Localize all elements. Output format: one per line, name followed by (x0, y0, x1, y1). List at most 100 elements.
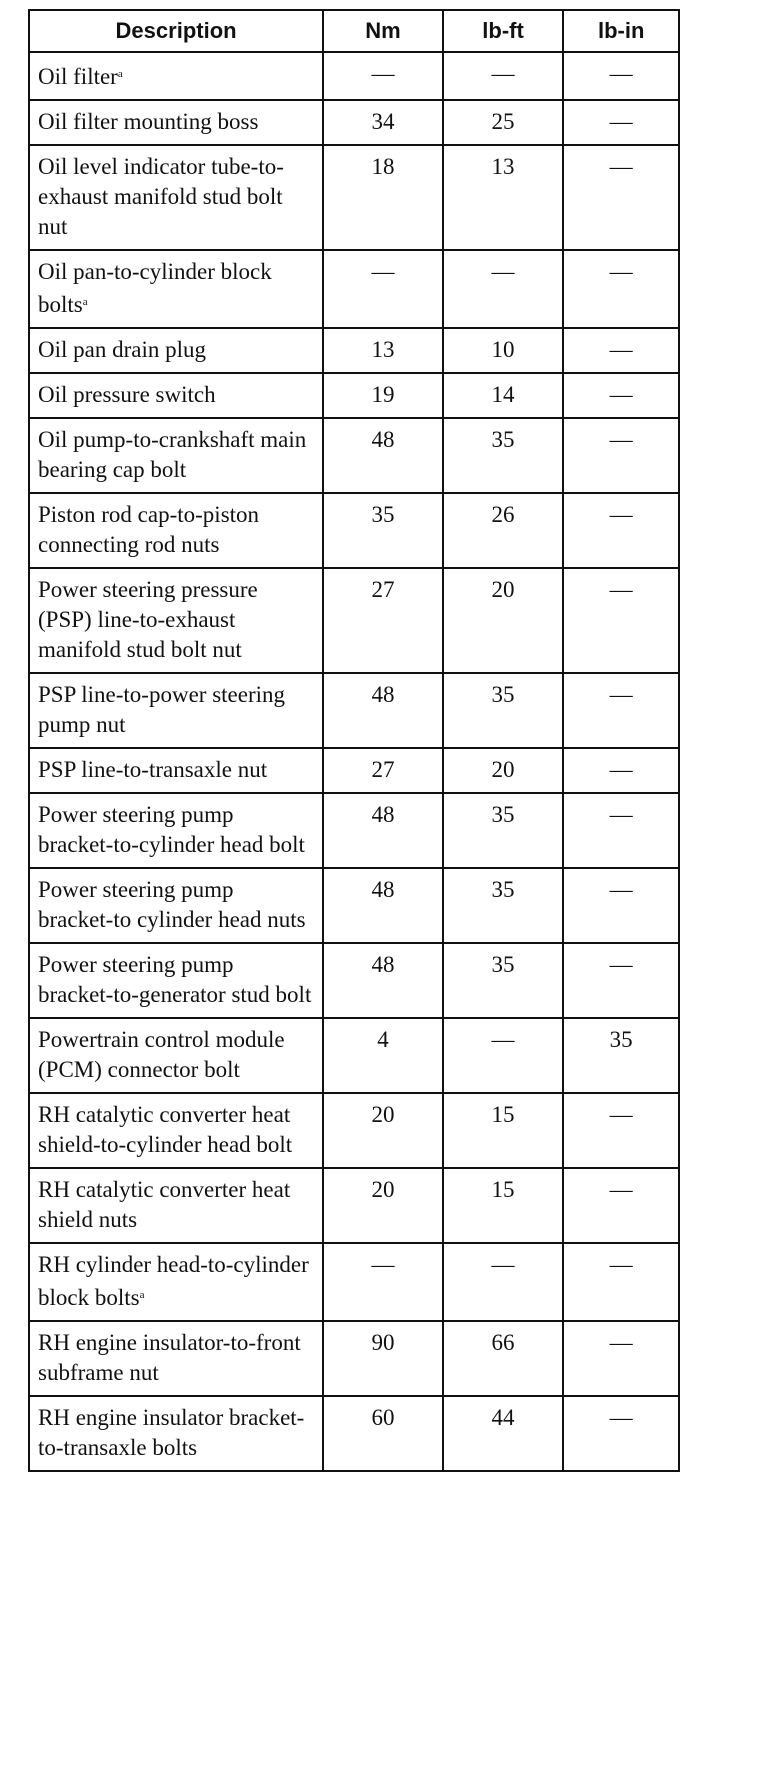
cell-description: RH catalytic converter heat shield-to-cy… (27, 1092, 325, 1169)
cell-lbft: 66 (441, 1320, 565, 1397)
cell-lbin: — (562, 372, 680, 419)
cell-lbft: 35 (441, 792, 565, 869)
cell-lbft: 10 (441, 327, 565, 374)
description-text: Power steering pump bracket-to-cylinder … (38, 802, 305, 857)
cell-nm: 48 (322, 672, 444, 749)
description-text: Oil level indicator tube-to-exhaust mani… (38, 154, 284, 239)
cell-nm: 20 (322, 1092, 444, 1169)
table-row: Power steering pump bracket-to-cylinder … (27, 792, 680, 869)
cell-lbin: — (562, 867, 680, 944)
cell-nm: 34 (322, 99, 444, 146)
cell-lbin: — (562, 144, 680, 251)
description-text: Power steering pump bracket-to-generator… (38, 952, 312, 1007)
cell-nm: 4 (322, 1017, 444, 1094)
cell-lbft: 20 (441, 747, 565, 794)
cell-lbin: — (562, 492, 680, 569)
cell-lbft: 20 (441, 567, 565, 674)
cell-lbin: 35 (562, 1017, 680, 1094)
cell-lbft: 44 (441, 1395, 565, 1472)
cell-lbin: — (562, 567, 680, 674)
header-description: Description (27, 9, 325, 53)
header-lbft: lb-ft (441, 9, 565, 53)
description-text: RH engine insulator-to-front subframe nu… (38, 1330, 301, 1385)
cell-lbft: 35 (441, 417, 565, 494)
cell-description: Oil pan drain plug (27, 327, 325, 374)
description-text: RH engine insulator bracket-to-transaxle… (38, 1405, 305, 1460)
cell-lbft: 35 (441, 672, 565, 749)
description-text: RH cylinder head-to-cylinder block bolts (38, 1252, 309, 1310)
cell-lbft: 35 (441, 867, 565, 944)
cell-description: Power steering pump bracket-to-cylinder … (27, 792, 325, 869)
cell-lbft: 13 (441, 144, 565, 251)
header-nm: Nm (322, 9, 444, 53)
table-row: Oil pump-to-crankshaft main bearing cap … (27, 417, 680, 494)
cell-nm: — (322, 249, 444, 329)
footnote-marker: a (117, 68, 123, 80)
description-text: Oil pan-to-cylinder block bolts (38, 259, 272, 317)
footnote-marker: a (139, 1289, 145, 1301)
table-row: RH engine insulator-to-front subframe nu… (27, 1320, 680, 1397)
cell-lbin: — (562, 1242, 680, 1322)
cell-lbin: — (562, 327, 680, 374)
cell-lbft: 25 (441, 99, 565, 146)
cell-description: Piston rod cap-to-piston connecting rod … (27, 492, 325, 569)
cell-description: Power steering pump bracket-to-generator… (27, 942, 325, 1019)
cell-lbin: — (562, 417, 680, 494)
cell-nm: 20 (322, 1167, 444, 1244)
cell-lbin: — (562, 249, 680, 329)
cell-nm: 90 (322, 1320, 444, 1397)
description-text: Powertrain control module (PCM) connecto… (38, 1027, 285, 1082)
description-text: Oil pressure switch (38, 382, 216, 407)
cell-lbin: — (562, 792, 680, 869)
table-row: Power steering pump bracket-to cylinder … (27, 867, 680, 944)
cell-description: PSP line-to-power steering pump nut (27, 672, 325, 749)
table-row: Oil level indicator tube-to-exhaust mani… (27, 144, 680, 251)
cell-nm: 19 (322, 372, 444, 419)
description-text: Power steering pump bracket-to cylinder … (38, 877, 306, 932)
cell-description: Power steering pressure (PSP) line-to-ex… (27, 567, 325, 674)
table-row: Oil filter mounting boss 34 25— (27, 99, 680, 146)
cell-description: Power steering pump bracket-to cylinder … (27, 867, 325, 944)
cell-nm: 60 (322, 1395, 444, 1472)
cell-lbft: 35 (441, 942, 565, 1019)
cell-description: Oil level indicator tube-to-exhaust mani… (27, 144, 325, 251)
table-row: RH cylinder head-to-cylinder block bolts… (27, 1242, 680, 1322)
table-row: RH catalytic converter heat shield nuts 2… (27, 1167, 680, 1244)
cell-lbin: — (562, 1092, 680, 1169)
cell-lbin: — (562, 1167, 680, 1244)
cell-nm: 48 (322, 942, 444, 1019)
cell-description: Oil filter mounting boss (27, 99, 325, 146)
cell-lbin: — (562, 747, 680, 794)
cell-lbin: — (562, 1320, 680, 1397)
cell-nm: — (322, 1242, 444, 1322)
cell-nm: 13 (322, 327, 444, 374)
table-row: RH catalytic converter heat shield-to-cy… (27, 1092, 680, 1169)
cell-description: RH catalytic converter heat shield nuts (27, 1167, 325, 1244)
cell-nm: 48 (322, 867, 444, 944)
table-row: PSP line-to-transaxle nut 27 20— (27, 747, 680, 794)
cell-lbin: — (562, 99, 680, 146)
description-text: Oil filter mounting boss (38, 109, 259, 134)
cell-lbin: — (562, 1395, 680, 1472)
torque-spec-table: Description Nm lb-ft lb-in Oil filtera — —… (27, 9, 680, 1472)
cell-nm: 27 (322, 747, 444, 794)
table-row: Oil pressure switch 19 14— (27, 372, 680, 419)
cell-description: Oil pressure switch (27, 372, 325, 419)
cell-nm: 35 (322, 492, 444, 569)
cell-lbft: — (441, 51, 565, 101)
cell-description: Oil filtera (27, 51, 325, 101)
cell-lbft: 14 (441, 372, 565, 419)
cell-nm: — (322, 51, 444, 101)
header-row: Description Nm lb-ft lb-in (27, 9, 680, 53)
table-row: Oil pan drain plug 13 10— (27, 327, 680, 374)
cell-nm: 18 (322, 144, 444, 251)
table-row: Piston rod cap-to-piston connecting rod … (27, 492, 680, 569)
cell-nm: 48 (322, 792, 444, 869)
table-row: Power steering pressure (PSP) line-to-ex… (27, 567, 680, 674)
cell-description: PSP line-to-transaxle nut (27, 747, 325, 794)
table-row: RH engine insulator bracket-to-transaxle… (27, 1395, 680, 1472)
description-text: PSP line-to-power steering pump nut (38, 682, 286, 737)
description-text: RH catalytic converter heat shield nuts (38, 1177, 291, 1232)
cell-lbft: — (441, 1242, 565, 1322)
table-row: Powertrain control module (PCM) connecto… (27, 1017, 680, 1094)
